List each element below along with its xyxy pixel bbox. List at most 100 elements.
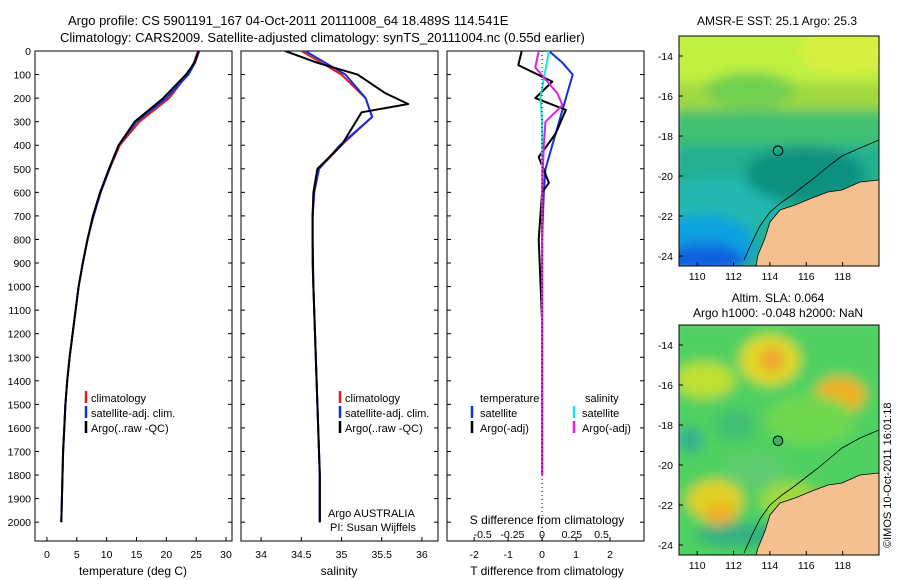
figure-title-line2: Climatology: CARS2009. Satellite-adjuste… <box>60 30 585 45</box>
depth-tick-label: 1500 <box>8 399 32 411</box>
depth-axis: 0 100 200 300 400 500 600 700 800 900 1000 1100 1200… <box>8 46 644 529</box>
sla-map-frame <box>678 324 880 556</box>
x-tick-label: -2 <box>470 549 479 561</box>
salinity-profiles <box>284 51 410 523</box>
sla-map-axes: -14 -16 -18 -20 -22 -24 110 112 114 116 118 <box>658 340 851 572</box>
legend-label-argo: Argo(..raw -QC) <box>345 423 423 435</box>
lon-tick-label: 118 <box>834 271 851 283</box>
lat-tick-label: -22 <box>658 500 673 512</box>
lat-tick-label: -20 <box>658 460 673 472</box>
s-tick-label: 0.5 <box>594 529 609 541</box>
x-tick-label: 15 <box>131 549 143 561</box>
legend-label-climatology: climatology <box>345 393 401 405</box>
depth-tick-label: 900 <box>13 258 31 270</box>
depth-tick-label: 0 <box>25 46 31 58</box>
depth-tick-label: 1700 <box>8 446 32 458</box>
profile-line <box>284 51 410 523</box>
legend-head-temperature: temperature <box>480 393 539 405</box>
profile-line <box>60 51 201 523</box>
x-tick-label: 1 <box>573 549 579 561</box>
x-tick-label: -1 <box>503 549 512 561</box>
depth-tick-label: 1200 <box>8 329 32 341</box>
sst-map-title: AMSR-E SST: 25.1 Argo: 25.3 <box>697 14 857 28</box>
lat-tick-label: -24 <box>658 540 673 552</box>
x-tick-label: 30 <box>220 549 232 561</box>
sst-map <box>679 36 879 266</box>
lat-tick-label: -22 <box>658 211 673 223</box>
depth-tick-label: 1100 <box>8 305 31 317</box>
depth-tick-label: 100 <box>13 70 31 82</box>
difference-legend: temperature salinity satellite Argo(-adj… <box>470 393 631 435</box>
sla-map-title-line2: Argo h1000: -0.048 h2000: NaN <box>693 306 863 320</box>
lat-tick-label: -14 <box>658 340 673 352</box>
depth-tick-label: 1300 <box>8 352 32 364</box>
profile-line <box>541 51 574 475</box>
depth-tick-label: 2000 <box>8 517 32 529</box>
float-location-marker <box>772 145 784 157</box>
profile-line <box>304 51 374 523</box>
depth-tick-label: 1400 <box>8 376 32 388</box>
depth-contour <box>743 429 879 554</box>
lon-tick-label: 116 <box>798 271 815 283</box>
s-tick-label: -0.25 <box>500 529 524 541</box>
lat-tick-label: -16 <box>658 380 673 392</box>
lon-tick-label: 116 <box>798 560 815 572</box>
lon-tick-label: 114 <box>762 560 779 572</box>
legend-head-salinity: salinity <box>585 393 619 405</box>
x-tick-label: 5 <box>74 549 80 561</box>
x-tick-label: 0 <box>539 549 545 561</box>
legend-label-argo: Argo(..raw -QC) <box>91 423 169 435</box>
x-tick-label: 35 <box>336 549 348 561</box>
lon-tick-label: 110 <box>689 271 706 283</box>
salinity-xlabel: salinity <box>321 564 358 578</box>
s-tick-label: -0.5 <box>474 529 492 541</box>
sla-map <box>679 325 879 555</box>
salinity-legend: climatology satellite-adj. clim. Argo(..… <box>338 391 429 435</box>
sst-map-axes: -14 -16 -18 -20 -22 -24 110 112 114 116 118 <box>658 51 851 283</box>
temperature-panel-frame <box>34 50 233 542</box>
australia-land <box>755 179 879 266</box>
lon-tick-label: 112 <box>725 560 742 572</box>
depth-tick-label: 700 <box>13 211 31 223</box>
x-tick-label: 2 <box>607 549 613 561</box>
x-tick-label: 34 <box>255 549 267 561</box>
depth-tick-label: 1000 <box>8 282 32 294</box>
profile-line <box>60 51 199 523</box>
depth-tick-label: 1800 <box>8 470 32 482</box>
profile-line <box>534 51 564 475</box>
imos-credit: ©IMOS 10-Oct-2011 16:01:18 <box>882 403 894 548</box>
temperature-xlabel: temperature (deg C) <box>79 564 187 578</box>
x-tick-label: 0 <box>44 549 50 561</box>
argo-program-note: Argo AUSTRALIA <box>328 508 415 520</box>
x-tick-label: 10 <box>101 549 113 561</box>
x-tick-label: 36 <box>416 549 428 561</box>
depth-tick-label: 600 <box>13 187 31 199</box>
legend-label-satellite: satellite-adj. clim. <box>345 408 429 420</box>
lon-tick-label: 112 <box>725 271 742 283</box>
sla-map-title-line1: Altim. SLA: 0.064 <box>732 291 825 305</box>
figure-title-line1: Argo profile: CS 5901191_167 04-Oct-2011… <box>68 13 509 28</box>
s-tick-label: 0.25 <box>562 529 583 541</box>
temperature-legend: climatology satellite-adj. clim. Argo(..… <box>84 391 175 435</box>
s-difference-label: S difference from climatology <box>470 513 625 527</box>
lat-tick-label: -16 <box>658 91 673 103</box>
depth-tick-label: 300 <box>13 117 31 129</box>
legend-label-s-satellite: satellite <box>582 408 619 420</box>
depth-tick-label: 500 <box>13 164 31 176</box>
depth-tick-label: 200 <box>13 93 31 105</box>
australia-land <box>755 472 879 555</box>
difference-panel-frame <box>446 50 645 542</box>
sst-map-frame <box>678 35 880 267</box>
lon-tick-label: 118 <box>834 560 851 572</box>
x-tick-label: 34.5 <box>291 549 312 561</box>
argo-pi-note: PI: Susan Wijffels <box>330 522 416 534</box>
depth-tick-label: 800 <box>13 234 31 246</box>
profile-line <box>300 51 374 523</box>
profile-line <box>60 51 200 523</box>
legend-label-satellite: satellite-adj. clim. <box>91 408 175 420</box>
lat-tick-label: -24 <box>658 251 673 263</box>
depth-tick-label: 400 <box>13 140 31 152</box>
lon-tick-label: 114 <box>762 271 779 283</box>
lat-tick-label: -18 <box>658 131 673 143</box>
